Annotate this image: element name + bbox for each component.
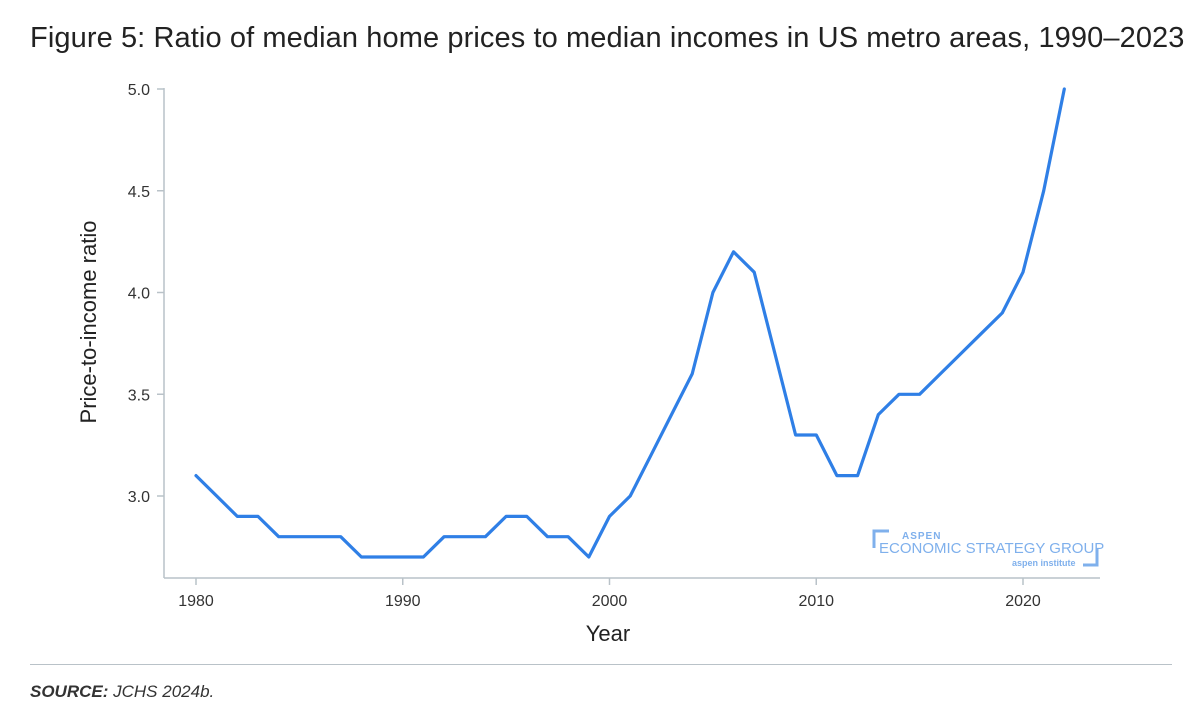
logo-sub-text: aspen institute [1012,558,1076,568]
y-axis-title: Price-to-income ratio [76,221,101,424]
x-tick-label: 2010 [798,593,834,610]
source-text: JCHS 2024b. [108,682,215,701]
y-tick-label: 5.0 [128,82,150,99]
chart-title: Figure 5: Ratio of median home prices to… [30,22,1185,54]
x-axis-title: Year [586,621,630,646]
source-label: SOURCE: [30,682,109,701]
source-note: SOURCE: JCHS 2024b. [30,682,214,702]
y-tick-label: 3.0 [128,489,150,506]
x-tick-label: 1980 [178,593,214,610]
logo-bracket-right [1083,548,1099,567]
x-axis: 1980 1990 2000 2010 2020 [164,577,1100,610]
logo-main-text: ECONOMIC STRATEGY GROUP [879,540,1104,557]
y-axis: 3.0 3.5 4.0 4.5 5.0 [128,82,165,578]
x-tick-label: 2020 [1005,593,1041,610]
watermark-logo: ASPEN ECONOMIC STRATEGY GROUP aspen inst… [872,529,1104,568]
series-line [194,87,1066,559]
footer-divider [30,664,1172,665]
logo-bracket-left [872,529,889,548]
y-tick-label: 4.5 [128,184,150,201]
x-tick-label: 1990 [385,593,421,610]
x-tick-label: 2000 [592,593,628,610]
logo-top-text: ASPEN [902,531,941,542]
y-tick-label: 3.5 [128,387,150,404]
y-tick-label: 4.0 [128,286,150,303]
